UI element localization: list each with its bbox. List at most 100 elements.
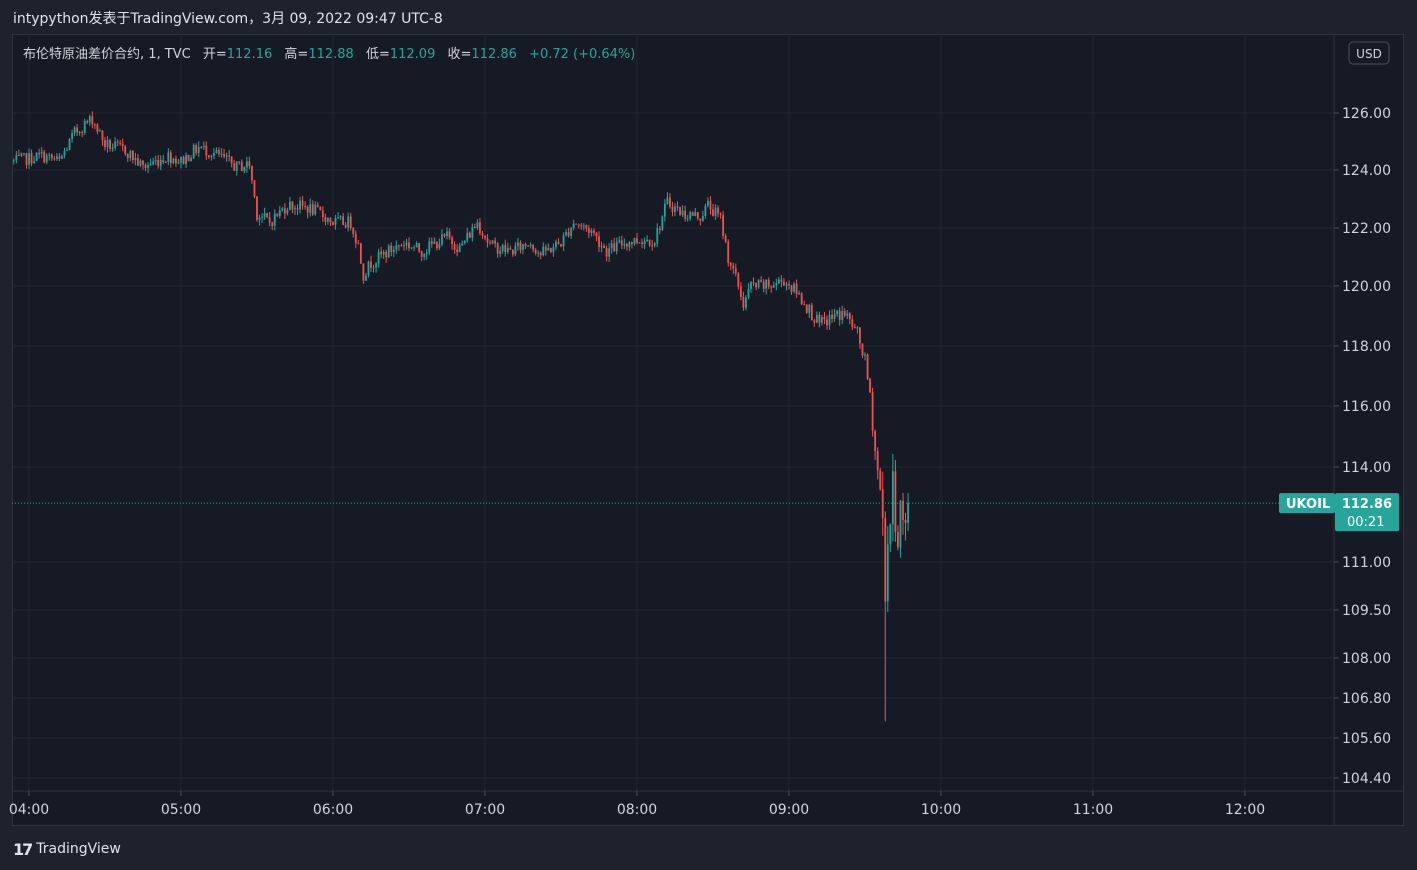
time-tick-label: 09:00 [769, 802, 809, 818]
candle [347, 212, 350, 232]
candle [628, 241, 631, 252]
candle [800, 292, 803, 306]
candle-body [643, 241, 646, 244]
candle [66, 147, 68, 152]
candle-body [76, 127, 79, 133]
candle [233, 159, 236, 171]
candle-body [448, 231, 451, 238]
footer[interactable]: 17 TradingView [13, 838, 121, 860]
candle-body [699, 218, 702, 221]
candle-body [593, 230, 595, 233]
candle [180, 156, 182, 169]
candle [142, 160, 144, 170]
candle [319, 206, 322, 211]
candle [38, 148, 41, 159]
price-tick-label: 109.50 [1342, 603, 1391, 619]
candle [755, 282, 757, 291]
candle [853, 323, 856, 329]
candle-body [519, 242, 522, 250]
price-tick-label: 116.00 [1342, 399, 1391, 415]
candle [220, 148, 223, 158]
candle-body [281, 208, 284, 211]
open-label: 开= [203, 47, 227, 62]
candle [593, 228, 595, 236]
currency-button[interactable]: USD [1348, 41, 1390, 65]
candle-body [58, 156, 61, 159]
candle-body [481, 233, 484, 236]
candle-body [263, 213, 266, 217]
candle-body [12, 160, 15, 162]
candle-body [235, 161, 238, 171]
candle [625, 242, 628, 251]
open-value: 112.16 [227, 47, 273, 62]
candle-body [760, 280, 763, 282]
price-axis[interactable]: 126.00 124.00 122.00 120.00 118.00 116.00 114.… [1334, 106, 1391, 787]
candle [876, 447, 879, 480]
candle-body [815, 314, 818, 323]
candle-body [848, 313, 851, 320]
chart-frame[interactable] [12, 34, 1404, 826]
candle [20, 152, 23, 157]
candle-body [813, 320, 816, 323]
candle [283, 203, 286, 219]
candle-body [577, 224, 580, 226]
candle-body [742, 297, 745, 308]
candle [349, 212, 352, 231]
candle-body [595, 232, 598, 237]
candle-body [468, 232, 471, 238]
candle [443, 233, 446, 238]
candle-body [99, 130, 101, 132]
candle-body [131, 150, 134, 161]
candle-body [750, 282, 752, 290]
candle-body [425, 252, 428, 255]
candle [428, 237, 431, 255]
candle [261, 213, 263, 223]
candle-body [271, 222, 274, 226]
candle [848, 311, 851, 325]
candle-body [785, 283, 788, 286]
candle [390, 242, 393, 257]
candle-body [182, 157, 185, 164]
candle [73, 126, 76, 137]
candle [185, 152, 187, 168]
candle-body [111, 147, 114, 149]
candle [76, 123, 79, 137]
candle-body [273, 213, 276, 226]
candle-body [529, 244, 532, 247]
candle-body [169, 152, 172, 164]
brand-name: TradingView [36, 841, 121, 857]
candle-body [704, 205, 707, 217]
candle [296, 204, 299, 216]
time-axis[interactable]: 04:00 05:00 06:00 07:00 08:00 09:00 10:00 11:00… [9, 791, 1265, 818]
candle [392, 245, 395, 258]
candle [149, 158, 152, 166]
candle [101, 130, 104, 146]
candle [448, 228, 451, 240]
candle-body [430, 241, 433, 244]
candle-body [55, 156, 58, 159]
candle-body [164, 161, 167, 163]
candle-body [625, 243, 628, 247]
candle [562, 232, 565, 252]
candle-body [177, 162, 180, 164]
candle [699, 218, 702, 226]
candle [289, 196, 291, 211]
candle [342, 212, 345, 226]
candle-body [793, 283, 795, 292]
candle [175, 155, 177, 167]
candle [420, 250, 423, 262]
candle-body [278, 210, 281, 216]
candle [45, 153, 48, 165]
candle [423, 253, 426, 261]
candle [169, 150, 172, 168]
candle-body [397, 245, 400, 247]
candle [633, 237, 636, 246]
candle-body [243, 167, 246, 171]
candle-body [686, 218, 689, 220]
candle-body [580, 225, 583, 227]
candle [309, 198, 312, 217]
candle-body [438, 244, 441, 249]
high-label: 高= [284, 46, 308, 62]
candle [696, 211, 699, 221]
